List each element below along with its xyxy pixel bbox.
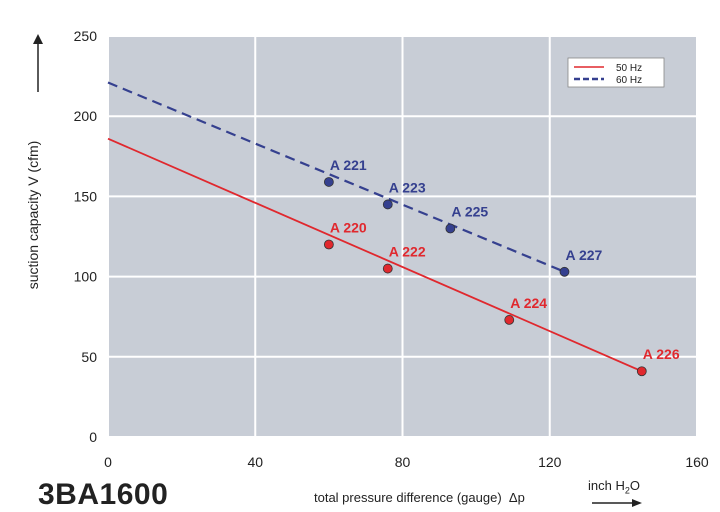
x-axis-unit-sub: 2 (624, 485, 630, 496)
data-point-label: A 227 (565, 247, 602, 263)
legend-box (567, 57, 665, 88)
data-point-label: A 224 (510, 295, 547, 311)
x-axis-arrow-head (632, 499, 642, 507)
data-point (504, 315, 515, 325)
x-tick-label: 0 (104, 454, 112, 470)
data-point-label: A 221 (330, 157, 367, 173)
x-tick-label: 120 (538, 454, 562, 470)
y-tick-label: 200 (74, 108, 98, 124)
model-name: 3BA1600 (38, 478, 169, 511)
x-axis-label-text: total pressure difference (gauge) (314, 490, 502, 505)
y-tick-label: 0 (89, 429, 97, 445)
y-tick-label: 50 (81, 349, 97, 365)
data-point (636, 366, 647, 377)
legend-label: 50 Hz (616, 63, 642, 74)
legend-label: 60 Hz (616, 75, 642, 86)
y-tick-label: 100 (74, 269, 98, 285)
data-point-label: A 223 (389, 179, 426, 195)
x-tick-label: 40 (247, 454, 263, 470)
data-point-label: A 220 (330, 220, 367, 236)
data-point (559, 266, 570, 277)
x-axis-symbol: Δp (508, 490, 525, 505)
data-point (445, 223, 456, 234)
x-axis-label: total pressure difference (gauge) Δp (314, 490, 525, 505)
data-point (382, 263, 393, 274)
data-point (382, 199, 393, 210)
data-point-label: A 225 (451, 203, 488, 219)
y-tick-label: 150 (74, 188, 98, 204)
x-axis-unit-tail: O (629, 478, 640, 493)
x-tick-label: 160 (685, 454, 709, 470)
data-point-label: A 222 (389, 244, 426, 260)
x-axis-unit: inch H2O (588, 478, 640, 496)
x-axis-unit-main: inch H (588, 478, 625, 493)
data-point-label: A 226 (643, 346, 680, 362)
series-line-60-hz (107, 81, 565, 273)
x-tick-label: 80 (395, 454, 411, 470)
y-tick-label: 250 (74, 28, 98, 44)
data-point (323, 177, 334, 187)
y-axis-label: suction capacity V (cfm) (25, 141, 41, 290)
y-axis-arrow-head (33, 34, 43, 44)
data-point (323, 239, 334, 250)
series-line-50-hz (107, 137, 643, 373)
